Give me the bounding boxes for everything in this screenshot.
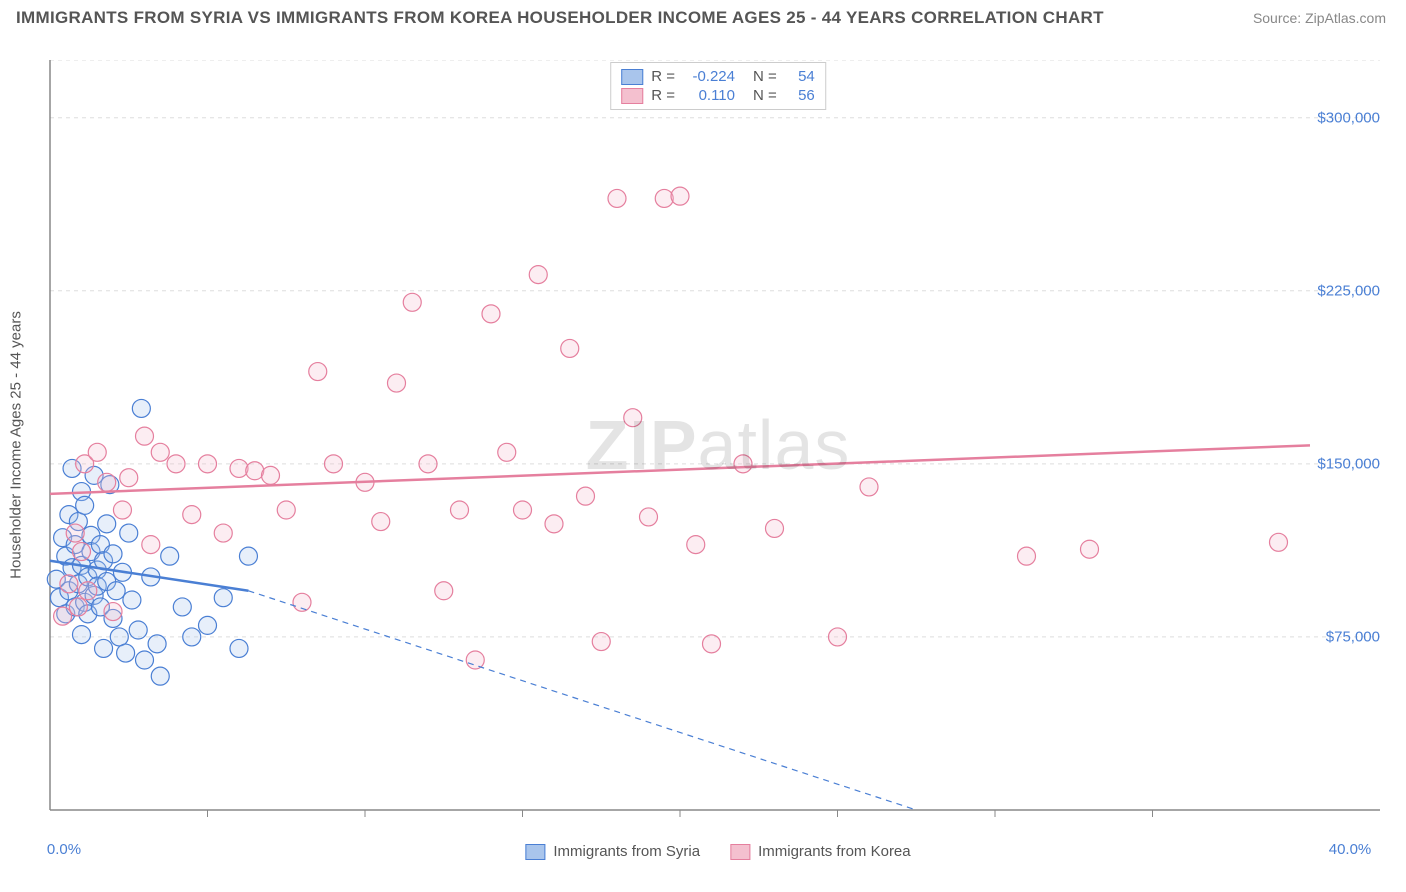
n-label: N = — [753, 87, 777, 104]
legend-swatch — [525, 844, 545, 860]
correlation-legend: R = -0.224 N = 54 R = 0.110 N = 56 — [610, 62, 826, 110]
x-tick-label: 0.0% — [47, 841, 81, 858]
legend-swatch — [621, 69, 643, 85]
scatter-plot — [46, 60, 1390, 830]
r-label: R = — [651, 68, 675, 85]
legend-swatch — [621, 88, 643, 104]
r-label: R = — [651, 87, 675, 104]
legend-item: Immigrants from Korea — [730, 843, 911, 860]
legend-row: R = -0.224 N = 54 — [621, 67, 815, 86]
legend-item: Immigrants from Syria — [525, 843, 700, 860]
legend-row: R = 0.110 N = 56 — [621, 86, 815, 105]
n-value: 54 — [785, 68, 815, 85]
source-label: Source: ZipAtlas.com — [1253, 10, 1386, 26]
chart-title: IMMIGRANTS FROM SYRIA VS IMMIGRANTS FROM… — [16, 8, 1104, 28]
r-value: -0.224 — [683, 68, 735, 85]
x-tick-label: 40.0% — [1329, 841, 1372, 858]
legend-label: Immigrants from Korea — [758, 843, 911, 860]
y-tick-label: $300,000 — [1317, 109, 1380, 126]
chart-area: Householder Income Ages 25 - 44 years ZI… — [46, 60, 1390, 830]
legend-label: Immigrants from Syria — [553, 843, 700, 860]
series-legend: Immigrants from Syria Immigrants from Kor… — [525, 843, 910, 860]
n-label: N = — [753, 68, 777, 85]
legend-swatch — [730, 844, 750, 860]
y-tick-label: $150,000 — [1317, 455, 1380, 472]
r-value: 0.110 — [683, 87, 735, 104]
n-value: 56 — [785, 87, 815, 104]
y-axis-label: Householder Income Ages 25 - 44 years — [8, 311, 25, 579]
y-tick-label: $225,000 — [1317, 282, 1380, 299]
y-tick-label: $75,000 — [1326, 628, 1380, 645]
